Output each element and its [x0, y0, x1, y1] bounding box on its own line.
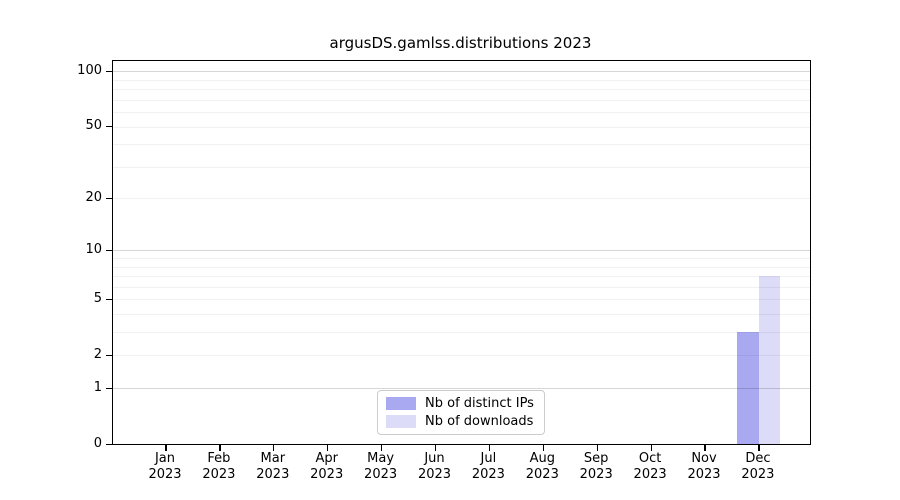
minor-gridline [113, 299, 810, 301]
minor-gridline [113, 355, 810, 357]
distinct-ips-swatch [386, 397, 416, 410]
y-axis-tick-label: 20 [85, 189, 102, 205]
y-axis-tick-label: 100 [77, 62, 102, 78]
legend-label-downloads: Nb of downloads [425, 414, 534, 429]
legend-label-distinct-ips: Nb of distinct IPs [425, 396, 534, 411]
minor-gridline [113, 144, 810, 146]
x-tick-mark [165, 445, 167, 452]
downloads-bar [758, 276, 780, 444]
minor-gridline [113, 286, 810, 288]
y-axis-tick-label: 2 [93, 346, 102, 362]
minor-gridline [113, 276, 810, 278]
minor-gridline [113, 266, 810, 268]
x-axis-tick-label: Nov 2023 [687, 451, 721, 482]
x-tick-mark [596, 445, 598, 452]
x-axis-tick-label: Jul 2023 [471, 451, 505, 482]
x-axis-tick-label: Mar 2023 [256, 451, 290, 482]
x-tick-mark [381, 445, 383, 452]
minor-gridline [113, 99, 810, 101]
y-axis-tick-label: 50 [85, 118, 102, 134]
major-gridline [113, 71, 810, 73]
legend-row-distinct-ips: Nb of distinct IPs [386, 396, 534, 411]
bars-layer [113, 61, 810, 444]
x-axis-tick-label: May 2023 [364, 451, 398, 482]
x-tick-mark [219, 445, 221, 452]
x-tick-mark [542, 445, 544, 452]
plot-area: Nb of distinct IPs Nb of downloads [105, 60, 811, 452]
minor-gridline [113, 112, 810, 114]
y-axis-tick-label: 1 [93, 379, 102, 395]
x-tick-mark [758, 445, 760, 452]
minor-gridline [113, 166, 810, 168]
chart-title: argusDS.gamlss.distributions 2023 [329, 34, 592, 52]
y-tick-mark [105, 126, 112, 128]
x-tick-mark [273, 445, 275, 452]
y-tick-mark [105, 298, 112, 301]
major-gridline [113, 250, 810, 252]
x-axis-tick-label: Oct 2023 [633, 451, 667, 482]
y-axis-tick-label: 0 [93, 435, 102, 451]
downloads-swatch [386, 415, 416, 428]
ticks-layer [105, 61, 810, 452]
x-tick-mark [704, 445, 706, 452]
minor-gridline [113, 79, 810, 81]
x-tick-mark [650, 445, 652, 452]
minor-gridline [113, 198, 810, 200]
minor-gridline [113, 314, 810, 316]
x-axis-tick-label: Sep 2023 [579, 451, 613, 482]
x-tick-mark [327, 445, 329, 452]
x-axis-tick-label: Feb 2023 [202, 451, 236, 482]
y-tick-mark [105, 387, 112, 389]
y-tick-mark [105, 354, 112, 357]
minor-gridline [113, 332, 810, 334]
y-axis-tick-label: 5 [93, 290, 102, 306]
x-axis-tick-label: Jan 2023 [148, 451, 182, 482]
x-axis-tick-label: Apr 2023 [310, 451, 344, 482]
grid-layer [113, 61, 810, 444]
x-tick-mark [488, 445, 491, 452]
legend: Nb of distinct IPs Nb of downloads [377, 390, 545, 435]
minor-gridline [113, 89, 810, 91]
x-tick-mark [434, 445, 437, 452]
x-axis-tick-label: Aug 2023 [525, 451, 559, 482]
y-tick-mark [105, 70, 112, 73]
major-gridline [113, 388, 810, 390]
y-tick-mark [105, 443, 112, 445]
distinct-ips-bar [736, 332, 759, 444]
minor-gridline [113, 126, 810, 128]
y-tick-mark [105, 249, 112, 252]
x-axis-tick-label: Jun 2023 [417, 451, 452, 482]
legend-row-downloads: Nb of downloads [386, 414, 534, 429]
y-axis-tick-label: 10 [85, 241, 102, 257]
minor-gridline [113, 258, 810, 260]
x-axis-tick-label: Dec 2023 [741, 451, 775, 482]
y-tick-mark [105, 197, 112, 200]
